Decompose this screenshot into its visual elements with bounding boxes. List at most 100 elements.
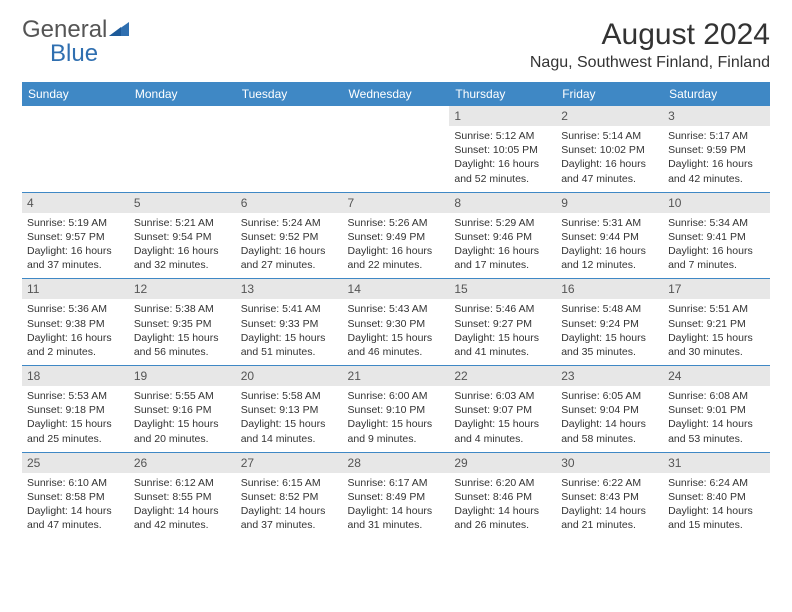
daylight-text: and 52 minutes. (454, 172, 551, 186)
sunset-text: Sunset: 9:21 PM (668, 317, 765, 331)
day-details: Sunrise: 6:00 AMSunset: 9:10 PMDaylight:… (343, 386, 450, 452)
sunrise-text: Sunrise: 5:53 AM (27, 389, 124, 403)
day-number: 27 (236, 453, 343, 473)
day-number: 16 (556, 279, 663, 299)
day-number: 21 (343, 366, 450, 386)
daylight-text: and 35 minutes. (561, 345, 658, 359)
sunrise-text: Sunrise: 6:03 AM (454, 389, 551, 403)
daylight-text: and 2 minutes. (27, 345, 124, 359)
day-details: Sunrise: 6:08 AMSunset: 9:01 PMDaylight:… (663, 386, 770, 452)
sunset-text: Sunset: 9:59 PM (668, 143, 765, 157)
daylight-text: Daylight: 15 hours (134, 417, 231, 431)
sunset-text: Sunset: 9:07 PM (454, 403, 551, 417)
daylight-text: and 58 minutes. (561, 432, 658, 446)
sunset-text: Sunset: 9:27 PM (454, 317, 551, 331)
calendar-day-cell: 10Sunrise: 5:34 AMSunset: 9:41 PMDayligh… (663, 192, 770, 279)
calendar-body: 1Sunrise: 5:12 AMSunset: 10:05 PMDayligh… (22, 106, 770, 538)
day-number: 20 (236, 366, 343, 386)
calendar-day-cell: 14Sunrise: 5:43 AMSunset: 9:30 PMDayligh… (343, 279, 450, 366)
daylight-text: and 37 minutes. (27, 258, 124, 272)
sunset-text: Sunset: 8:46 PM (454, 490, 551, 504)
sunrise-text: Sunrise: 5:58 AM (241, 389, 338, 403)
calendar-day-cell: 25Sunrise: 6:10 AMSunset: 8:58 PMDayligh… (22, 452, 129, 538)
calendar-day-cell: 16Sunrise: 5:48 AMSunset: 9:24 PMDayligh… (556, 279, 663, 366)
daylight-text: Daylight: 14 hours (454, 504, 551, 518)
day-details: Sunrise: 5:55 AMSunset: 9:16 PMDaylight:… (129, 386, 236, 452)
sunrise-text: Sunrise: 5:12 AM (454, 129, 551, 143)
day-details: Sunrise: 5:53 AMSunset: 9:18 PMDaylight:… (22, 386, 129, 452)
sunset-text: Sunset: 10:05 PM (454, 143, 551, 157)
weekday-header: Monday (129, 82, 236, 106)
daylight-text: Daylight: 16 hours (454, 157, 551, 171)
day-number: 17 (663, 279, 770, 299)
day-details: Sunrise: 5:43 AMSunset: 9:30 PMDaylight:… (343, 299, 450, 365)
calendar-day-cell (343, 106, 450, 192)
sunset-text: Sunset: 10:02 PM (561, 143, 658, 157)
sunset-text: Sunset: 9:18 PM (27, 403, 124, 417)
day-number: 9 (556, 193, 663, 213)
sunrise-text: Sunrise: 5:21 AM (134, 216, 231, 230)
calendar-week-row: 11Sunrise: 5:36 AMSunset: 9:38 PMDayligh… (22, 279, 770, 366)
sunset-text: Sunset: 9:01 PM (668, 403, 765, 417)
daylight-text: Daylight: 14 hours (561, 417, 658, 431)
daylight-text: and 53 minutes. (668, 432, 765, 446)
sunrise-text: Sunrise: 5:17 AM (668, 129, 765, 143)
sunrise-text: Sunrise: 5:26 AM (348, 216, 445, 230)
daylight-text: and 42 minutes. (134, 518, 231, 532)
day-number: 31 (663, 453, 770, 473)
calendar-week-row: 25Sunrise: 6:10 AMSunset: 8:58 PMDayligh… (22, 452, 770, 538)
calendar-day-cell: 2Sunrise: 5:14 AMSunset: 10:02 PMDayligh… (556, 106, 663, 192)
day-number: 18 (22, 366, 129, 386)
calendar-day-cell: 4Sunrise: 5:19 AMSunset: 9:57 PMDaylight… (22, 192, 129, 279)
daylight-text: and 9 minutes. (348, 432, 445, 446)
daylight-text: Daylight: 16 hours (454, 244, 551, 258)
sunset-text: Sunset: 8:40 PM (668, 490, 765, 504)
daylight-text: Daylight: 15 hours (348, 331, 445, 345)
day-number: 6 (236, 193, 343, 213)
day-details: Sunrise: 5:38 AMSunset: 9:35 PMDaylight:… (129, 299, 236, 365)
calendar-day-cell: 8Sunrise: 5:29 AMSunset: 9:46 PMDaylight… (449, 192, 556, 279)
sunset-text: Sunset: 8:55 PM (134, 490, 231, 504)
calendar-day-cell: 30Sunrise: 6:22 AMSunset: 8:43 PMDayligh… (556, 452, 663, 538)
daylight-text: and 22 minutes. (348, 258, 445, 272)
sunrise-text: Sunrise: 6:10 AM (27, 476, 124, 490)
day-number: 26 (129, 453, 236, 473)
sunrise-text: Sunrise: 5:46 AM (454, 302, 551, 316)
daylight-text: and 25 minutes. (27, 432, 124, 446)
calendar-day-cell: 7Sunrise: 5:26 AMSunset: 9:49 PMDaylight… (343, 192, 450, 279)
sunrise-text: Sunrise: 5:41 AM (241, 302, 338, 316)
sunrise-text: Sunrise: 6:08 AM (668, 389, 765, 403)
sunset-text: Sunset: 9:38 PM (27, 317, 124, 331)
daylight-text: Daylight: 15 hours (27, 417, 124, 431)
day-details: Sunrise: 5:41 AMSunset: 9:33 PMDaylight:… (236, 299, 343, 365)
calendar-day-cell: 12Sunrise: 5:38 AMSunset: 9:35 PMDayligh… (129, 279, 236, 366)
sunset-text: Sunset: 9:10 PM (348, 403, 445, 417)
day-number: 22 (449, 366, 556, 386)
daylight-text: Daylight: 15 hours (561, 331, 658, 345)
daylight-text: Daylight: 16 hours (668, 244, 765, 258)
day-details: Sunrise: 5:26 AMSunset: 9:49 PMDaylight:… (343, 213, 450, 279)
calendar-day-cell: 27Sunrise: 6:15 AMSunset: 8:52 PMDayligh… (236, 452, 343, 538)
calendar-day-cell: 26Sunrise: 6:12 AMSunset: 8:55 PMDayligh… (129, 452, 236, 538)
sunset-text: Sunset: 9:44 PM (561, 230, 658, 244)
daylight-text: Daylight: 15 hours (241, 331, 338, 345)
sunrise-text: Sunrise: 6:17 AM (348, 476, 445, 490)
day-details: Sunrise: 5:48 AMSunset: 9:24 PMDaylight:… (556, 299, 663, 365)
day-number: 7 (343, 193, 450, 213)
sunset-text: Sunset: 9:33 PM (241, 317, 338, 331)
daylight-text: and 30 minutes. (668, 345, 765, 359)
calendar-day-cell (236, 106, 343, 192)
day-details: Sunrise: 5:34 AMSunset: 9:41 PMDaylight:… (663, 213, 770, 279)
sunset-text: Sunset: 9:04 PM (561, 403, 658, 417)
calendar-day-cell: 13Sunrise: 5:41 AMSunset: 9:33 PMDayligh… (236, 279, 343, 366)
daylight-text: Daylight: 15 hours (134, 331, 231, 345)
daylight-text: Daylight: 15 hours (668, 331, 765, 345)
daylight-text: Daylight: 16 hours (561, 244, 658, 258)
day-details: Sunrise: 5:24 AMSunset: 9:52 PMDaylight:… (236, 213, 343, 279)
day-number: 25 (22, 453, 129, 473)
daylight-text: and 51 minutes. (241, 345, 338, 359)
sunset-text: Sunset: 8:43 PM (561, 490, 658, 504)
logo-text-part2: Blue (50, 40, 98, 67)
day-number: 30 (556, 453, 663, 473)
calendar-day-cell: 18Sunrise: 5:53 AMSunset: 9:18 PMDayligh… (22, 366, 129, 453)
